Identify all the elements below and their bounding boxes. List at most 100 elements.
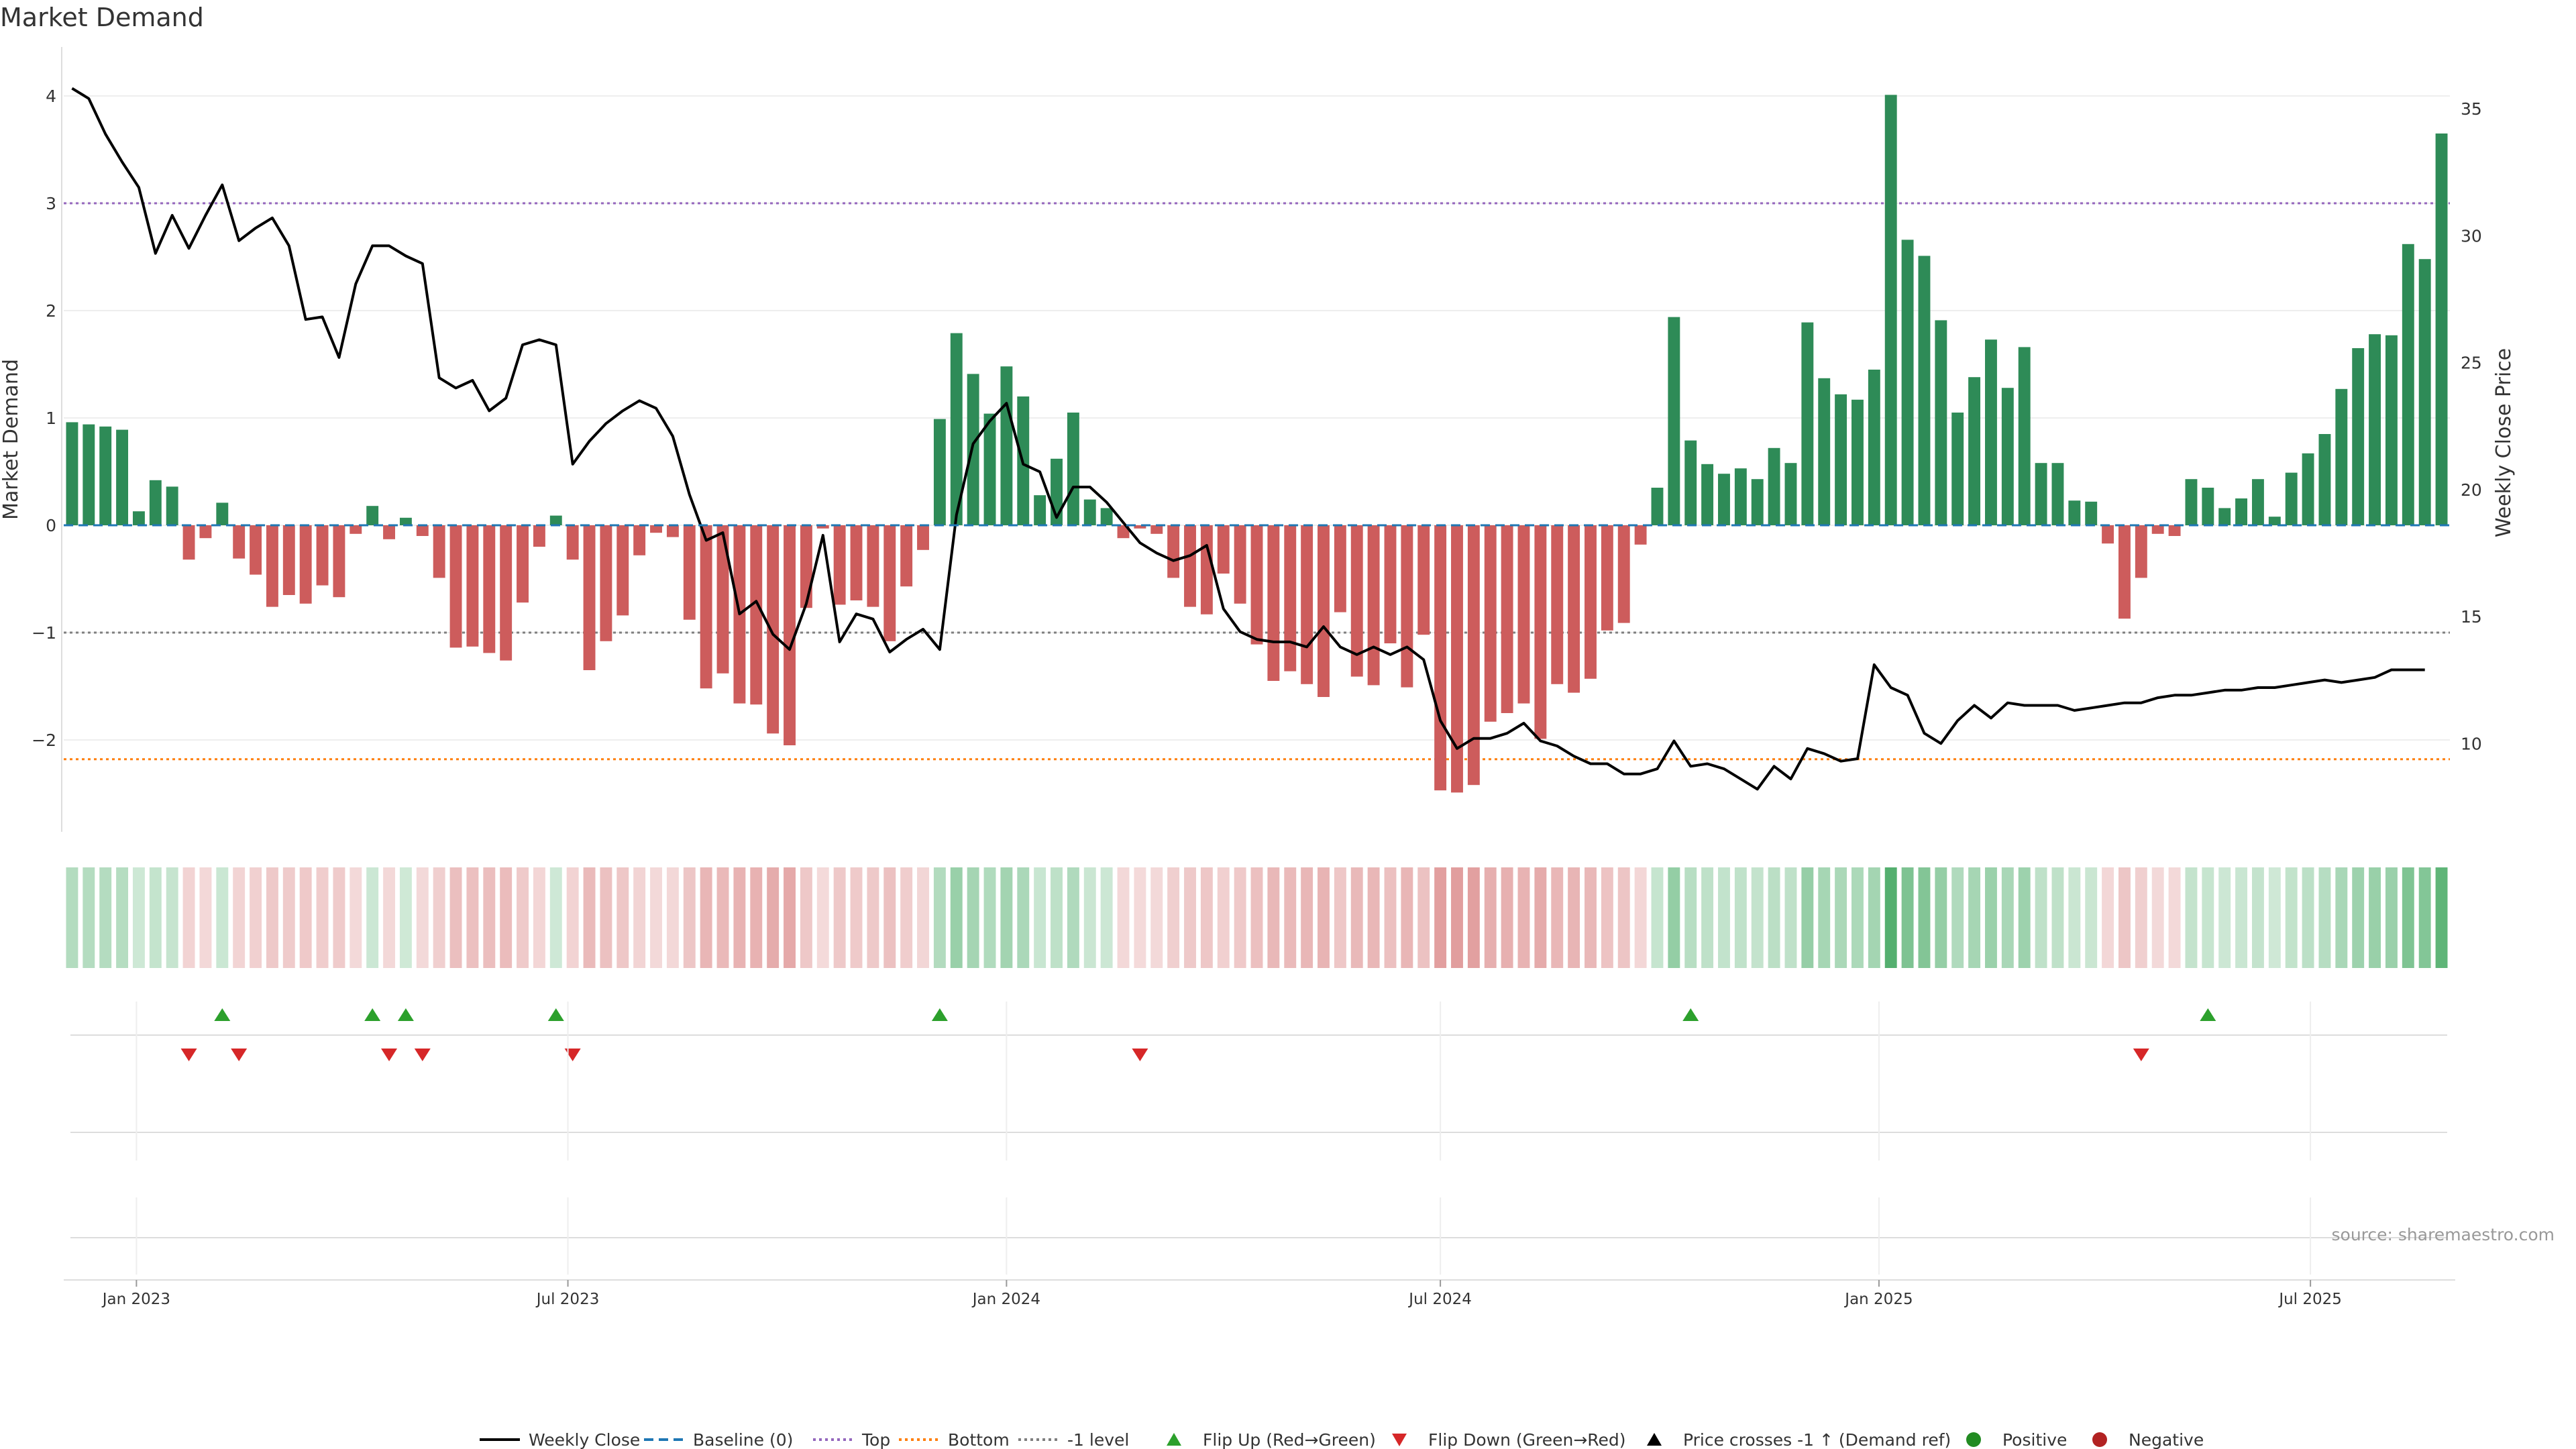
heat-cell	[2018, 867, 2031, 968]
x-tick-label: Jul 2025	[2277, 1291, 2342, 1308]
demand-bar	[1585, 525, 1597, 679]
demand-bar	[383, 525, 396, 539]
heat-cell	[1467, 867, 1480, 968]
heat-cell	[716, 867, 729, 968]
heat-cell	[816, 867, 829, 968]
demand-bar	[816, 525, 829, 529]
heat-cell	[850, 867, 863, 968]
heat-cell	[166, 867, 178, 968]
heat-cell	[83, 867, 95, 968]
flip-down-marker	[564, 1049, 581, 1061]
demand-bar	[1551, 525, 1564, 684]
left-y-axis: −2 −1 0 1 2 3 4 Market Demand	[0, 47, 62, 832]
heat-cell	[784, 867, 796, 968]
empty-signal-panels	[64, 1002, 2455, 1281]
legend-item: Weekly Close	[480, 1430, 640, 1449]
heat-cell	[182, 867, 195, 968]
demand-bar	[1701, 464, 1714, 525]
demand-bar	[2185, 479, 2198, 525]
heat-cell	[2285, 867, 2298, 968]
demand-bar	[1067, 413, 1079, 525]
demand-bar	[2235, 498, 2248, 525]
demand-bar	[2118, 525, 2131, 619]
heat-cell	[216, 867, 229, 968]
demand-bar	[1935, 320, 1947, 525]
demand-bar	[182, 525, 195, 560]
date-axis: Jan 2023 Jul 2023 Jan 2024 Jul 2024 Jan 2025…	[101, 1280, 2342, 1308]
demand-bar	[500, 525, 513, 661]
flip-up-marker	[397, 1008, 414, 1021]
y-tick-label: 3	[46, 194, 56, 213]
demand-bar	[2251, 479, 2264, 525]
legend-swatch	[1966, 1432, 1981, 1447]
demand-bar	[316, 525, 329, 586]
demand-bar	[83, 424, 95, 525]
heat-cell	[1601, 867, 1613, 968]
demand-bar	[950, 333, 963, 525]
heat-cell	[99, 867, 112, 968]
heat-cell	[149, 867, 162, 968]
demand-bar	[2202, 488, 2214, 525]
demand-bar	[2001, 388, 2014, 525]
demand-bar	[1350, 525, 1363, 677]
demand-bar	[1000, 366, 1013, 525]
heat-cell	[2085, 867, 2098, 968]
demand-bar	[750, 525, 763, 705]
heat-cell	[1117, 867, 1130, 968]
heat-cell	[1585, 867, 1597, 968]
demand-bar	[1601, 525, 1613, 631]
demand-bar	[549, 515, 562, 525]
heat-cell	[2035, 867, 2047, 968]
demand-bar	[1234, 525, 1246, 604]
heat-cell	[1801, 867, 1814, 968]
demand-bar	[1568, 525, 1580, 693]
heat-cell	[1051, 867, 1063, 968]
demand-bar	[1651, 488, 1664, 525]
demand-bar	[1517, 525, 1530, 704]
heat-cell	[800, 867, 812, 968]
heat-cell	[1985, 867, 1997, 968]
demand-bar	[2369, 334, 2381, 525]
flip-down-marker	[231, 1049, 248, 1061]
flip-up-marker	[2200, 1008, 2216, 1021]
heat-cell	[1935, 867, 1947, 968]
y-tick-label: 4	[46, 87, 56, 106]
flip-down-marker	[381, 1049, 398, 1061]
demand-bar	[1784, 463, 1797, 525]
heat-cell	[2352, 867, 2365, 968]
demand-bar	[1367, 525, 1380, 686]
heat-cell	[116, 867, 129, 968]
demand-bar	[1167, 525, 1180, 578]
y2-tick-label: 15	[2461, 607, 2482, 627]
demand-bar	[282, 525, 295, 595]
heat-cell	[600, 867, 612, 968]
demand-bar	[1968, 377, 1981, 525]
demand-bar	[517, 525, 529, 603]
heat-cell	[983, 867, 996, 968]
flip-down-marker	[414, 1049, 431, 1061]
y-tick-label: 0	[46, 516, 56, 535]
demand-bar	[266, 525, 278, 607]
demand-bar	[1985, 339, 1997, 525]
flip-up-marker	[364, 1008, 381, 1021]
heat-cell	[333, 867, 345, 968]
y2-axis-title: Weekly Close Price	[2492, 348, 2516, 537]
demand-bar	[933, 419, 946, 525]
heat-cell	[950, 867, 963, 968]
demand-bar	[116, 429, 129, 525]
heat-cell	[733, 867, 746, 968]
legend-item: Flip Up (Red→Green)	[1167, 1430, 1376, 1449]
demand-bar	[2051, 463, 2064, 525]
heat-cell	[1851, 867, 1864, 968]
demand-bar	[1684, 440, 1697, 525]
heat-cell	[1267, 867, 1280, 968]
demand-bar	[1451, 525, 1463, 793]
heat-cell	[2102, 867, 2114, 968]
heat-cell	[1818, 867, 1831, 968]
heat-cell	[1301, 867, 1313, 968]
legend: Weekly Close Baseline (0) Top Bottom -1 leve…	[480, 1430, 2204, 1449]
heat-cell	[466, 867, 479, 968]
legend-label: Price crosses -1 ↑ (Demand ref)	[1683, 1430, 1951, 1449]
demand-bar	[1217, 525, 1230, 574]
